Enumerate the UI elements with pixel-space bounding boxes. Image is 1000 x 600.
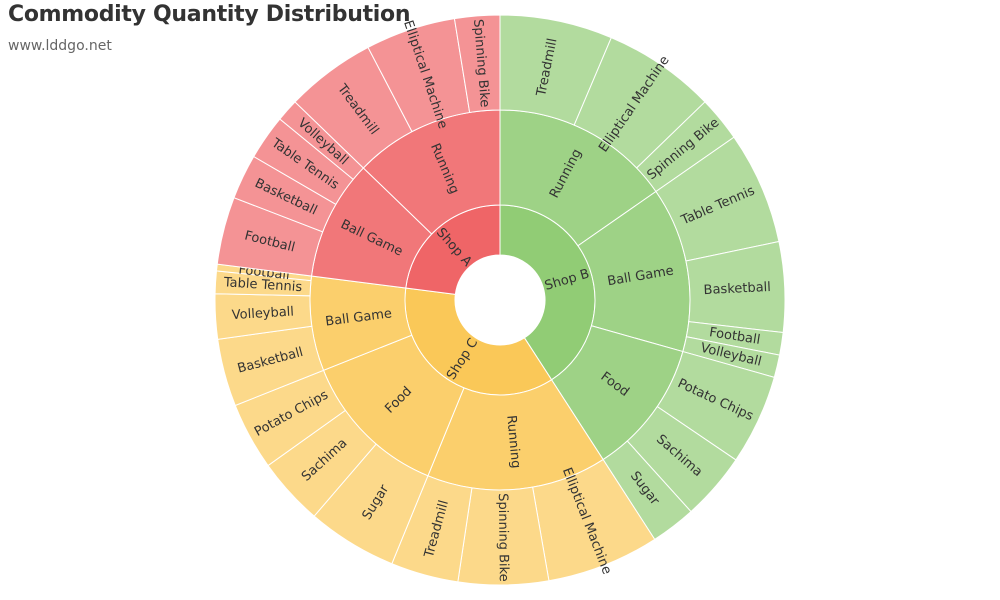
chart-subtitle: www.lddgo.net (8, 38, 112, 54)
label-shop-b-ball-game-basketball: Basketball (703, 280, 771, 298)
label-shop-c-running-spinning-bike: Spinning Bike (495, 493, 511, 582)
sector-shop-a-running-spinning-bike[interactable] (453, 14, 501, 114)
label-shop-a-running-spinning-bike: Spinning Bike (470, 19, 492, 108)
label-shop-c-ball-game-table-tennis: Table Tennis (222, 275, 302, 295)
label-shop-c-running: Running (503, 415, 523, 469)
label-shop-c-ball-game-volleyball: Volleyball (231, 305, 294, 324)
chart-title: Commodity Quantity Distribution (8, 2, 411, 27)
